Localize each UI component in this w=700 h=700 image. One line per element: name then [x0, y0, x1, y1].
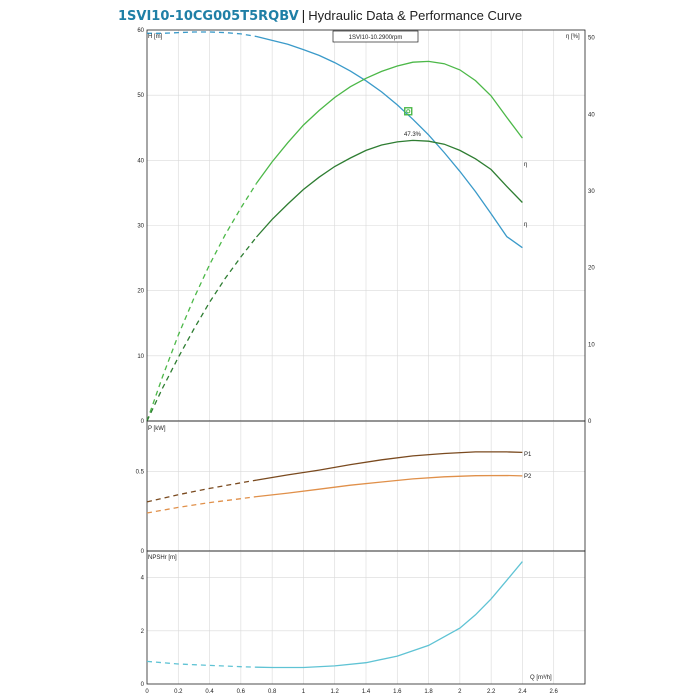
p2-curve-label: P2 [524, 474, 532, 480]
eta-curve-dashed [146, 182, 258, 422]
y2-tick-label: 20 [588, 266, 595, 272]
head-curve-dashed [147, 31, 257, 38]
y-tick-label: 10 [137, 354, 144, 360]
eta-p-curve-label: η [524, 222, 527, 228]
npsh-curve [256, 561, 523, 669]
flow-axis-label: Q [m³/h] [530, 675, 552, 681]
eta_p-curve-dashed [146, 236, 258, 422]
y-tick-label: 0 [141, 419, 145, 425]
y2-tick-label: 30 [588, 189, 595, 195]
x-tick-label: 0.4 [205, 689, 214, 695]
y-tick-label: 20 [137, 289, 144, 295]
operating-point-label: 47.3% [404, 132, 422, 138]
operating-point-marker [404, 107, 413, 116]
x-tick-label: 0 [145, 689, 149, 695]
eta-curve [255, 60, 523, 184]
chart-header: 1SVI10-10CG005T5RQBV | Hydraulic Data & Pe… [118, 7, 522, 27]
y-tick-label: 0 [141, 682, 145, 688]
p1-curve-label: P1 [524, 452, 532, 458]
x-tick-label: 0.6 [237, 689, 246, 695]
operating-point-dot [406, 109, 411, 114]
head-curve [256, 35, 523, 249]
p1-curve [256, 451, 523, 481]
header-separator: | [301, 7, 306, 23]
head-efficiency-panel: 0 10 20 30 40 50 60 0 10 20 30 40 50 [137, 28, 595, 425]
x-tick-label: 0.2 [174, 689, 183, 695]
x-tick-label: 1.4 [362, 689, 371, 695]
x-tick-label: 0.8 [268, 689, 277, 695]
head-axis-label: H [m] [148, 34, 163, 40]
p1-curve-dashed [146, 479, 257, 503]
y-tick-label: 2 [141, 629, 145, 635]
npshr-panel: 0 2 4 0 0.2 0.4 0.6 0.8 1 1.2 1.4 1.6 1.8 2 2.2 2.4 2.6 [141, 550, 586, 695]
y-tick-label: 50 [137, 93, 144, 99]
y-tick-label: 4 [141, 576, 145, 582]
x-tick-label: 1.6 [393, 689, 402, 695]
product-code: 1SVI10-10CG005T5RQBV [118, 9, 299, 24]
x-tick-label: 2.4 [518, 689, 527, 695]
eta-curve-label: η [524, 162, 527, 168]
y2-tick-label: 10 [588, 342, 595, 348]
header-subtitle: Hydraulic Data & Performance Curve [308, 8, 523, 23]
p2-curve [256, 474, 523, 498]
efficiency-axis-label: η [%] [566, 34, 580, 40]
y-tick-label: 0.5 [136, 470, 145, 476]
y2-tick-label: 40 [588, 112, 595, 118]
x-tick-label: 2.2 [487, 689, 496, 695]
x-tick-label: 1.8 [424, 689, 433, 695]
y-tick-label: 60 [137, 28, 144, 34]
y2-tick-label: 50 [588, 36, 595, 42]
power-panel: 00.5 [136, 420, 586, 555]
y-tick-label: 0 [141, 549, 145, 555]
npshr-axis-label: NPSHr [m] [148, 555, 177, 561]
x-tick-label: 1 [302, 689, 306, 695]
y-tick-label: 30 [137, 224, 144, 230]
p2-curve-dashed [146, 495, 257, 514]
npsh-curve-dashed [146, 660, 257, 668]
x-tick-label: 1.2 [331, 689, 340, 695]
speed-label: 1SVI10-10.2900rpm [349, 35, 403, 41]
speed-label-box [332, 30, 419, 43]
x-tick-label: 2.6 [550, 689, 559, 695]
panel-frame [146, 550, 586, 685]
y2-tick-label: 0 [588, 419, 592, 425]
y-tick-label: 40 [137, 158, 144, 164]
power-axis-label: P [kW] [148, 426, 166, 432]
eta_p-curve [256, 139, 523, 238]
x-tick-label: 2 [458, 689, 462, 695]
